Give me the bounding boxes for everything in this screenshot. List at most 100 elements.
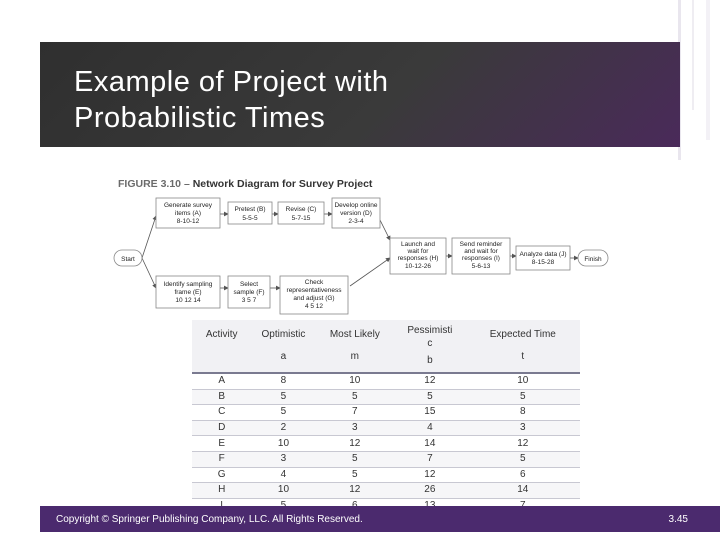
cell-t: 5 <box>465 451 580 468</box>
network-diagram: Start Finish Generate survey items (A) 8… <box>113 197 609 315</box>
node-g-label3: and adjust (G) <box>293 295 334 302</box>
table-row: G 4 5 12 6 <box>192 467 580 484</box>
cell-activity: H <box>192 482 252 499</box>
cell-a: 3 <box>251 451 316 468</box>
node-c-times: 5-7-15 <box>292 215 311 222</box>
table-body: A 8 10 12 10 B 5 5 5 5 C 5 7 15 8 D 2 3 4 3 E 10 12 14 12 F 3 5 7 5 G 4… <box>192 373 580 506</box>
cell-a: 2 <box>251 420 316 437</box>
table-row: H 10 12 26 14 <box>192 482 580 499</box>
cell-b: 26 <box>394 482 466 499</box>
cell-b: 15 <box>394 404 466 421</box>
node-e-times: 10 12 14 <box>175 297 201 304</box>
cell-a: 5 <box>251 498 316 506</box>
cell-b: 4 <box>394 420 466 437</box>
cell-a: 8 <box>251 373 316 390</box>
cell-activity: E <box>192 435 252 452</box>
diagram-edges <box>141 211 579 291</box>
cell-activity: A <box>192 373 252 390</box>
node-g-label2: representativeness <box>287 287 343 294</box>
activity-table: Activity Optimistic a Most Likely m Pessim… <box>192 320 580 506</box>
cell-activity: D <box>192 420 252 437</box>
cell-t: 3 <box>465 420 580 437</box>
table-row: C 5 7 15 8 <box>192 404 580 421</box>
node-start: Start <box>121 256 135 263</box>
cell-t: 8 <box>465 404 580 421</box>
node-b-label: Pretest (B) <box>234 206 265 213</box>
cell-a: 10 <box>251 482 316 499</box>
node-j-label: Analyze data (J) <box>520 251 567 258</box>
col-header-expected: Expected Time t <box>465 320 580 374</box>
cell-m: 12 <box>315 482 395 499</box>
node-a-label2: items (A) <box>175 210 201 217</box>
cell-a: 5 <box>251 404 316 421</box>
node-i-times: 5-6-13 <box>472 263 491 270</box>
slide-title: Example of Project with Probabilistic Ti… <box>74 64 594 136</box>
cell-t: 5 <box>465 389 580 406</box>
node-e-label: Identify sampling <box>164 281 213 288</box>
node-d-label: Develop online <box>334 202 377 209</box>
cell-a: 10 <box>251 435 316 452</box>
cell-t: 10 <box>465 373 580 390</box>
cell-b: 12 <box>394 467 466 484</box>
table-row: I 5 6 13 7 <box>192 498 580 506</box>
figure-caption-lead: FIGURE 3.10 – <box>118 178 190 190</box>
table-header-row: Activity Optimistic a Most Likely m Pessim… <box>192 320 580 374</box>
node-i-label2: and wait for <box>464 248 498 255</box>
node-d-times: 2-3-4 <box>348 218 364 225</box>
cell-activity: F <box>192 451 252 468</box>
table-row: E 10 12 14 12 <box>192 435 580 452</box>
node-f-label: Select <box>240 281 258 288</box>
cell-t: 14 <box>465 482 580 499</box>
cell-b: 7 <box>394 451 466 468</box>
cell-m: 7 <box>315 404 395 421</box>
node-b-times: 5-5-5 <box>242 215 258 222</box>
diagram-boxes <box>113 197 609 315</box>
col-header-pessimistic: Pessimisti c b <box>394 320 466 374</box>
figure-caption: FIGURE 3.10 – Network Diagram for Survey… <box>118 178 372 190</box>
node-finish: Finish <box>584 256 602 263</box>
cell-activity: B <box>192 389 252 406</box>
node-e-label2: frame (E) <box>174 289 201 296</box>
node-i-label3: responses (I) <box>462 255 500 262</box>
cell-m: 5 <box>315 467 395 484</box>
col-header-optimistic: Optimistic a <box>251 320 316 374</box>
node-g-label: Check <box>305 279 324 286</box>
title-line-1: Example of Project with <box>74 66 389 98</box>
cell-b: 5 <box>394 389 466 406</box>
cell-m: 3 <box>315 420 395 437</box>
title-band <box>40 42 680 147</box>
node-a-label: Generate survey <box>164 202 213 209</box>
node-h-label3: responses (H) <box>398 255 439 262</box>
copyright-text: Copyright © Springer Publishing Company,… <box>56 514 363 525</box>
table-row: A 8 10 12 10 <box>192 373 580 390</box>
cell-a: 5 <box>251 389 316 406</box>
cell-b: 12 <box>394 373 466 390</box>
node-a-times: 8-10-12 <box>177 218 200 225</box>
cell-m: 10 <box>315 373 395 390</box>
cell-activity: G <box>192 467 252 484</box>
cell-t: 7 <box>465 498 580 506</box>
node-f-label2: sample (F) <box>233 289 264 296</box>
cell-m: 12 <box>315 435 395 452</box>
cell-a: 4 <box>251 467 316 484</box>
page-number: 3.45 <box>668 514 688 525</box>
title-line-2: Probabilistic Times <box>74 102 326 134</box>
node-c-label: Revise (C) <box>286 206 317 213</box>
node-i-label: Send reminder <box>460 241 503 248</box>
node-j-times: 8-15-28 <box>532 259 555 266</box>
node-h-label2: wait for <box>407 248 430 255</box>
figure-caption-text: Network Diagram for Survey Project <box>189 178 373 190</box>
cell-activity: I <box>192 498 252 506</box>
cell-activity: C <box>192 404 252 421</box>
cell-t: 6 <box>465 467 580 484</box>
node-g-times: 4 5 12 <box>305 303 323 310</box>
cell-m: 5 <box>315 451 395 468</box>
cell-m: 5 <box>315 389 395 406</box>
cell-b: 13 <box>394 498 466 506</box>
col-header-most-likely: Most Likely m <box>315 320 395 374</box>
footer-bar: Copyright © Springer Publishing Company,… <box>40 506 720 532</box>
node-f-times: 3 5 7 <box>242 297 257 304</box>
